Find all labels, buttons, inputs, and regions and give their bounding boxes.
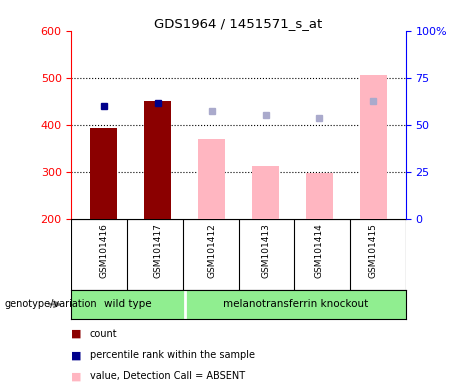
Text: ■: ■ [71,350,82,360]
Bar [90,128,117,219]
Text: percentile rank within the sample: percentile rank within the sample [90,350,255,360]
Text: count: count [90,329,118,339]
Text: value, Detection Call = ABSENT: value, Detection Call = ABSENT [90,371,245,381]
Text: GSM101417: GSM101417 [153,223,162,278]
Text: ■: ■ [71,371,82,381]
Text: GSM101416: GSM101416 [99,223,108,278]
Text: GSM101414: GSM101414 [315,223,324,278]
Text: GSM101415: GSM101415 [369,223,378,278]
Text: GSM101413: GSM101413 [261,223,270,278]
Bar [360,75,387,219]
Text: GSM101412: GSM101412 [207,223,216,278]
Text: wild type: wild type [104,299,152,310]
Bar [306,173,333,219]
Bar [198,139,225,219]
Text: genotype/variation: genotype/variation [5,299,97,310]
Bar [144,101,171,219]
Text: ■: ■ [71,329,82,339]
Text: melanotransferrin knockout: melanotransferrin knockout [223,299,368,310]
Bar [252,166,279,219]
Title: GDS1964 / 1451571_s_at: GDS1964 / 1451571_s_at [154,17,323,30]
